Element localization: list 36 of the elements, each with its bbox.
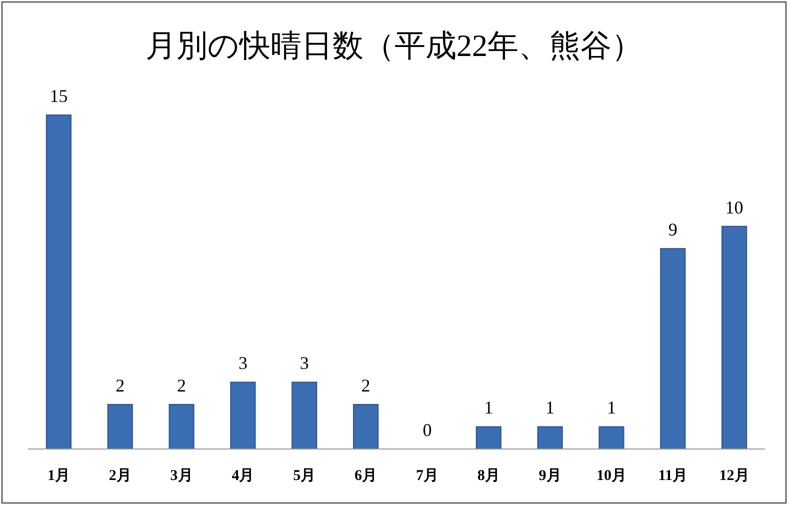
bar: [46, 114, 72, 450]
bar: [476, 426, 502, 450]
x-tick-label: 10月: [596, 468, 626, 484]
bar: [353, 404, 379, 450]
x-tick-label: 6月: [354, 468, 378, 484]
data-label: 2: [361, 375, 370, 396]
data-label: 3: [238, 353, 248, 374]
bar: [292, 382, 318, 450]
bar: [660, 248, 686, 450]
data-label: 2: [116, 375, 125, 396]
bar: [598, 426, 624, 450]
x-tick-label: 5月: [293, 468, 316, 484]
bar: [230, 382, 256, 450]
x-tick-label: 9月: [538, 468, 562, 484]
data-label: 1: [546, 398, 555, 418]
data-label: 9: [668, 220, 678, 240]
x-tick-label: 11月: [658, 468, 688, 484]
data-label: 1: [606, 398, 616, 418]
data-label: 15: [50, 86, 68, 106]
data-label: 2: [177, 375, 186, 396]
x-tick-label: 7月: [416, 468, 438, 484]
data-label: 3: [300, 353, 309, 374]
x-tick-label: 8月: [477, 468, 500, 484]
bar: [107, 404, 133, 450]
bar: [168, 404, 194, 450]
data-label: 10: [725, 197, 744, 218]
data-label: 1: [484, 398, 494, 418]
x-tick-label: 12月: [719, 468, 750, 484]
chart-title: 月別の快晴日数（平成22年、熊谷）: [146, 28, 642, 63]
x-tick-label: 4月: [232, 468, 254, 484]
bar: [537, 426, 563, 450]
data-label: 0: [422, 420, 432, 440]
x-tick-label: 2月: [108, 468, 132, 484]
x-tick-label: 3月: [170, 468, 193, 484]
x-tick-label: 1月: [47, 468, 70, 484]
bar: [722, 226, 748, 450]
